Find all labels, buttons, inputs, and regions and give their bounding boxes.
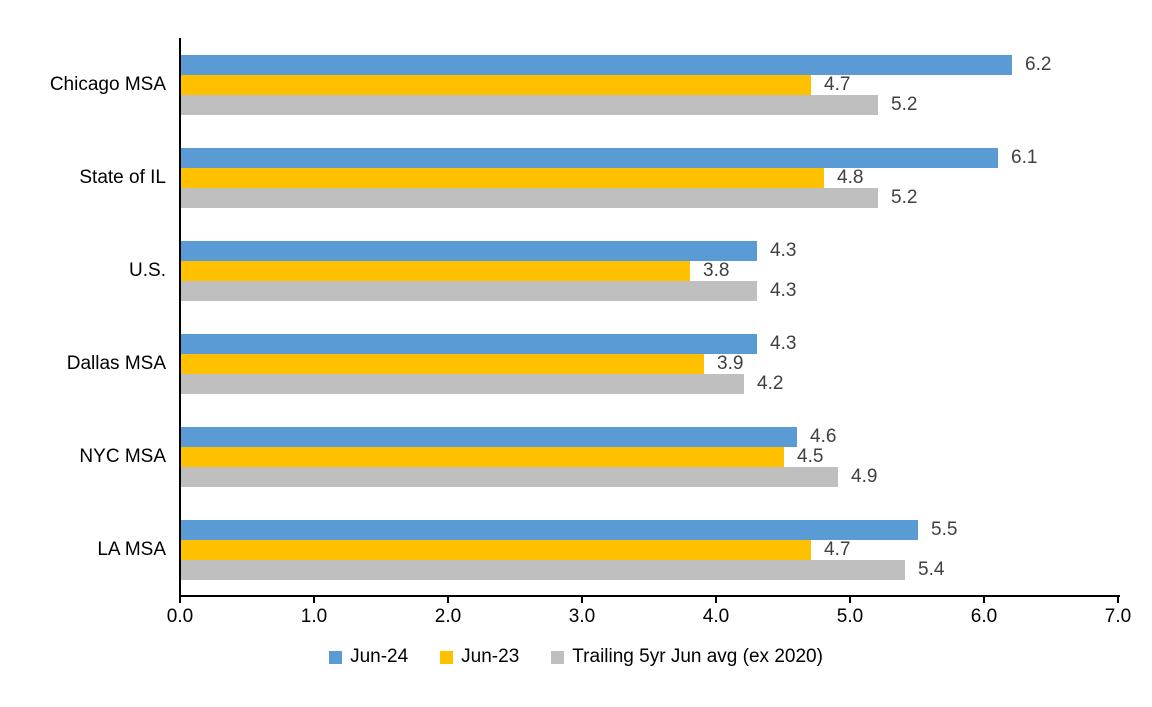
value-label-trailing-5yr-jun-avg-ex-2020-chicago-msa: 5.2 <box>891 93 918 115</box>
x-axis-tick <box>447 597 449 603</box>
legend-label-jun-24: Jun-24 <box>350 646 409 667</box>
value-label-jun-23-nyc-msa: 4.5 <box>797 445 824 467</box>
bar-jun-24-state-of-il <box>181 147 998 168</box>
legend-swatch-jun-24 <box>329 650 343 664</box>
x-axis-tick <box>313 597 315 603</box>
y-axis-line <box>179 38 181 597</box>
bar-jun-23-state-of-il <box>181 167 824 188</box>
x-tick-label: 0.0 <box>166 606 194 627</box>
value-label-jun-23-state-of-il: 4.8 <box>837 166 864 188</box>
legend-item-trailing-5yr-jun-avg-ex-2020: Trailing 5yr Jun avg (ex 2020) <box>551 646 823 668</box>
x-axis-line <box>179 595 1120 597</box>
bar-jun-23-u-s <box>181 260 690 281</box>
bar-jun-24-chicago-msa <box>181 54 1012 75</box>
value-label-jun-23-u-s: 3.8 <box>703 259 730 281</box>
bar-jun-24-la-msa <box>181 519 918 540</box>
x-axis-tick <box>715 597 717 603</box>
x-tick-label: 3.0 <box>568 606 596 627</box>
bar-jun-24-nyc-msa <box>181 426 797 447</box>
legend-label-trailing-5yr-jun-avg-ex-2020: Trailing 5yr Jun avg (ex 2020) <box>572 646 823 667</box>
value-label-trailing-5yr-jun-avg-ex-2020-dallas-msa: 4.2 <box>757 372 784 394</box>
legend-label-jun-23: Jun-23 <box>461 646 520 667</box>
value-label-trailing-5yr-jun-avg-ex-2020-la-msa: 5.4 <box>918 558 945 580</box>
category-label-state-of-il: State of IL <box>79 166 166 188</box>
x-tick-label: 1.0 <box>300 606 328 627</box>
legend-item-jun-24: Jun-24 <box>329 646 408 668</box>
value-label-jun-24-nyc-msa: 4.6 <box>810 425 837 447</box>
value-label-trailing-5yr-jun-avg-ex-2020-state-of-il: 5.2 <box>891 186 918 208</box>
bar-jun-23-dallas-msa <box>181 353 704 374</box>
bar-jun-24-u-s <box>181 240 757 261</box>
value-label-trailing-5yr-jun-avg-ex-2020-u-s: 4.3 <box>770 279 797 301</box>
bar-trailing-5yr-jun-avg-ex-2020-la-msa <box>181 559 905 580</box>
bar-trailing-5yr-jun-avg-ex-2020-state-of-il <box>181 187 878 208</box>
value-label-jun-24-u-s: 4.3 <box>770 239 797 261</box>
category-label-dallas-msa: Dallas MSA <box>66 352 166 374</box>
bar-jun-23-la-msa <box>181 539 811 560</box>
category-label-nyc-msa: NYC MSA <box>79 445 166 467</box>
value-label-jun-23-chicago-msa: 4.7 <box>824 73 851 95</box>
x-tick-label: 5.0 <box>836 606 864 627</box>
value-label-jun-24-chicago-msa: 6.2 <box>1025 53 1052 75</box>
bar-jun-23-chicago-msa <box>181 74 811 95</box>
category-label-chicago-msa: Chicago MSA <box>49 73 166 95</box>
x-axis-tick <box>983 597 985 603</box>
x-axis-tick <box>849 597 851 603</box>
value-label-jun-23-la-msa: 4.7 <box>824 538 851 560</box>
legend-swatch-jun-23 <box>440 650 454 664</box>
x-tick-label: 2.0 <box>434 606 462 627</box>
bar-trailing-5yr-jun-avg-ex-2020-nyc-msa <box>181 466 838 487</box>
x-axis-tick <box>179 597 181 603</box>
value-label-jun-24-state-of-il: 6.1 <box>1011 146 1038 168</box>
value-label-jun-24-la-msa: 5.5 <box>931 518 958 540</box>
category-label-la-msa: LA MSA <box>97 538 166 560</box>
value-label-jun-23-dallas-msa: 3.9 <box>717 352 744 374</box>
legend: Jun-24 Jun-23 Trailing 5yr Jun avg (ex 202… <box>0 646 1152 668</box>
category-label-u-s: U.S. <box>129 259 166 281</box>
bar-jun-23-nyc-msa <box>181 446 784 467</box>
bar-trailing-5yr-jun-avg-ex-2020-chicago-msa <box>181 94 878 115</box>
x-axis-tick <box>1117 597 1119 603</box>
bar-trailing-5yr-jun-avg-ex-2020-u-s <box>181 280 757 301</box>
legend-item-jun-23: Jun-23 <box>440 646 519 668</box>
value-label-trailing-5yr-jun-avg-ex-2020-nyc-msa: 4.9 <box>851 465 878 487</box>
x-tick-label: 7.0 <box>1104 606 1132 627</box>
value-label-jun-24-dallas-msa: 4.3 <box>770 332 797 354</box>
x-tick-label: 6.0 <box>970 606 998 627</box>
bar-jun-24-dallas-msa <box>181 333 757 354</box>
legend-swatch-trailing-5yr-jun-avg-ex-2020 <box>551 650 565 664</box>
x-axis-tick <box>581 597 583 603</box>
bar-trailing-5yr-jun-avg-ex-2020-dallas-msa <box>181 373 744 394</box>
x-tick-label: 4.0 <box>702 606 730 627</box>
